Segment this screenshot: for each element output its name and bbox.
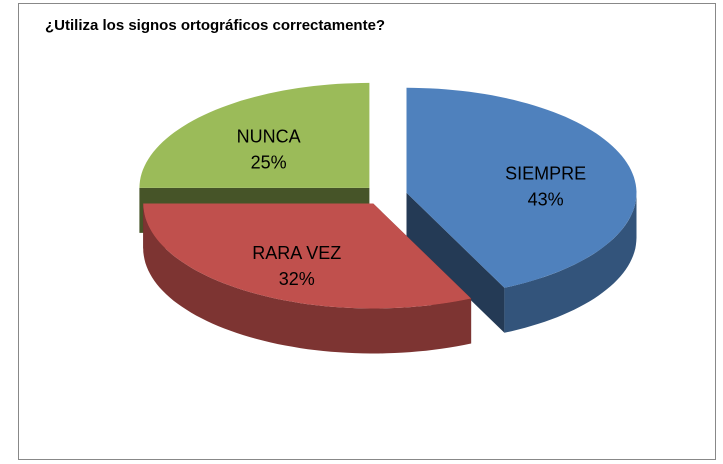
slice-value-label: 43%	[528, 189, 564, 209]
slice-side	[406, 192, 505, 333]
slice-value-label: 25%	[251, 153, 287, 173]
slice-label: SIEMPRE	[505, 163, 586, 183]
pie-slice	[406, 87, 637, 288]
slice-value-label: 32%	[279, 269, 315, 289]
slice-label: NUNCA	[237, 127, 301, 147]
pie-slice	[143, 203, 472, 309]
slice-label: RARA VEZ	[252, 243, 341, 263]
pie-slice	[139, 82, 370, 188]
chart-title: ¿Utiliza los signos ortográficos correct…	[45, 17, 385, 34]
slice-wall	[143, 203, 472, 354]
slice-wall	[504, 192, 637, 333]
